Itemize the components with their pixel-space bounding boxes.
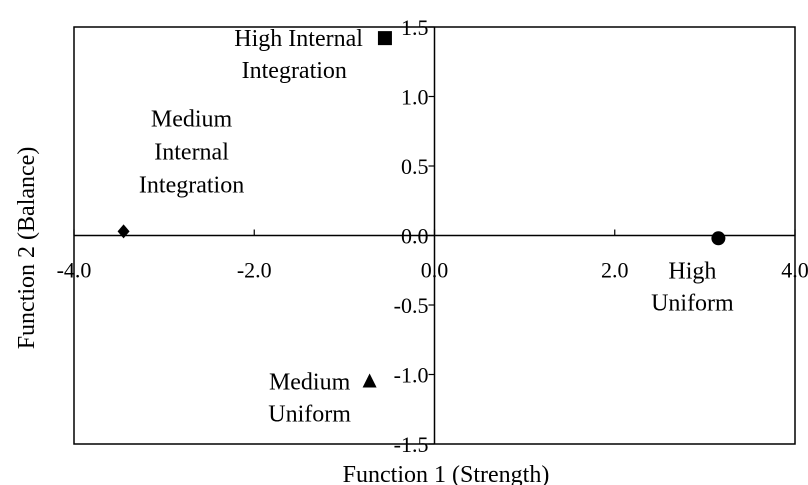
point-label-line: Medium (151, 106, 233, 132)
point-triangle (362, 373, 377, 388)
y-tick-label: -0.5 (394, 293, 429, 318)
y-tick-label: -1.5 (394, 432, 429, 457)
point-label-line: Internal (154, 139, 229, 165)
y-tick-label: 0.5 (401, 154, 429, 179)
x-axis-title: Function 1 (Strength) (343, 462, 550, 485)
y-tick-label: 1.5 (401, 15, 429, 40)
x-tick-label: 0.0 (421, 258, 449, 283)
point-diamond (117, 224, 130, 239)
y-tick-label: 0.0 (401, 224, 429, 249)
point-label-line: High Internal (234, 26, 363, 52)
point-label-line: Integration (242, 58, 347, 84)
x-tick-label: -4.0 (57, 258, 92, 283)
point-label: High Internal Integration (234, 26, 363, 84)
point-label: Medium Uniform (268, 369, 351, 427)
point-label-line: Medium (269, 369, 351, 395)
point-labels: High Internal Integration Medium Internal In… (139, 26, 734, 427)
x-tick-label: 4.0 (781, 258, 808, 283)
y-tick-label: 1.0 (401, 85, 429, 110)
x-tick-labels: -4.0 -2.0 0.0 2.0 4.0 (57, 258, 808, 283)
y-tick-labels: 1.5 1.0 0.5 0.0 -0.5 -1.0 -1.5 (394, 15, 429, 457)
y-axis-title: Function 2 (Balance) (14, 147, 40, 350)
x-tick-label: 2.0 (601, 258, 629, 283)
point-square (377, 31, 392, 46)
point-label-line: High (668, 258, 716, 284)
point-label: High Uniform (651, 258, 734, 316)
x-tick-label: -2.0 (237, 258, 272, 283)
point-label-line: Uniform (268, 401, 351, 427)
data-points (117, 31, 726, 388)
point-label-line: Integration (139, 172, 244, 198)
y-tick-label: -1.0 (394, 363, 429, 388)
point-label: Medium Internal Integration (139, 106, 244, 198)
axes (73, 26, 796, 445)
point-circle (711, 231, 726, 246)
point-label-line: Uniform (651, 290, 734, 316)
